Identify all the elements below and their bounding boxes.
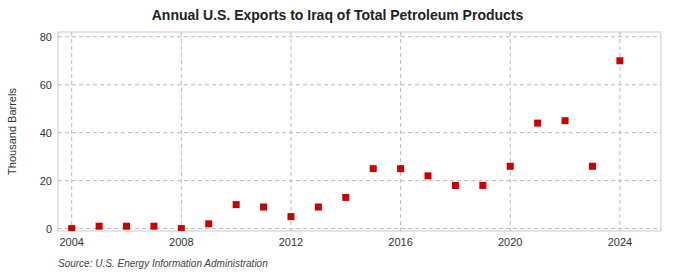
- source-note: Source: U.S. Energy Information Administ…: [58, 258, 268, 269]
- x-grid-line: [510, 32, 511, 231]
- x-grid-line: [181, 32, 182, 231]
- x-grid-line: [71, 32, 72, 231]
- point: [616, 57, 623, 64]
- x-grid-line: [400, 32, 401, 231]
- y-axis-label: Thousand Barrels: [6, 88, 18, 175]
- title: Annual U.S. Exports to Iraq of Total Pet…: [152, 7, 524, 23]
- y-grid-line: [58, 132, 661, 133]
- point: [425, 172, 432, 179]
- y-grid-line: [58, 36, 661, 37]
- x-grid-line: [290, 32, 291, 231]
- x-tick-label: 2024: [608, 236, 632, 248]
- point: [123, 223, 130, 230]
- point: [287, 213, 294, 220]
- point: [589, 163, 596, 170]
- points: [68, 57, 623, 231]
- point: [479, 182, 486, 189]
- y-tick-label: 20: [40, 175, 52, 187]
- point: [315, 204, 322, 211]
- point: [233, 201, 240, 208]
- point: [370, 165, 377, 172]
- y-grid-line: [58, 228, 661, 229]
- x-tick-label: 2004: [59, 236, 83, 248]
- x-tick-label: 2008: [169, 236, 193, 248]
- point: [534, 120, 541, 127]
- x-tick-label: 2016: [388, 236, 412, 248]
- point: [205, 220, 212, 227]
- y-tick-label: 40: [40, 127, 52, 139]
- point: [260, 204, 267, 211]
- chart: 2004 2008 2012 2016 2020 2024 0 20 40 60 80 Annual …: [0, 0, 675, 275]
- point: [68, 225, 75, 231]
- point: [96, 223, 103, 230]
- plot-frame: [58, 32, 661, 231]
- point: [178, 225, 185, 231]
- y-tick-label: 60: [40, 79, 52, 91]
- x-tick-label: 2012: [279, 236, 303, 248]
- grid: [58, 32, 661, 231]
- y-grid-line: [58, 180, 661, 181]
- point: [397, 165, 404, 172]
- point: [150, 223, 157, 230]
- point: [342, 194, 349, 201]
- y-tick-label: 0: [46, 223, 52, 235]
- point: [507, 163, 514, 170]
- point: [562, 117, 569, 124]
- y-grid-line: [58, 84, 661, 85]
- y-tick-label: 80: [40, 31, 52, 43]
- point: [452, 182, 459, 189]
- x-tick-label: 2020: [498, 236, 522, 248]
